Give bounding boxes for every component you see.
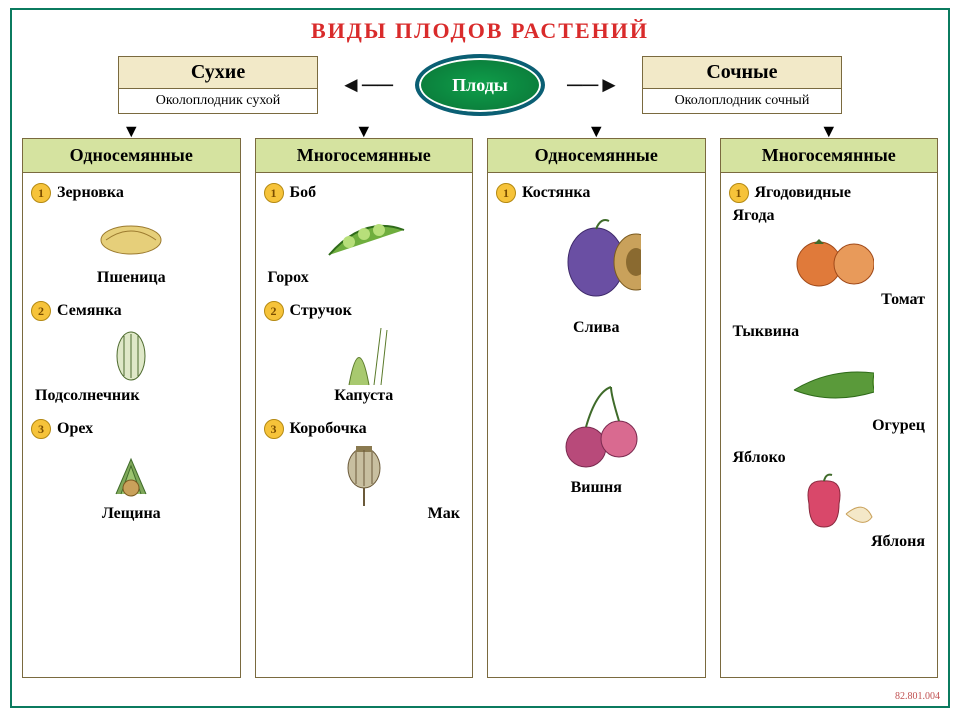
column-1-header: Многосемянные: [256, 139, 473, 173]
item-example: Пшеница: [31, 269, 232, 287]
down-arrow-icon: ▼: [122, 121, 140, 142]
corner-code: 82.801.004: [895, 691, 940, 702]
column-2-body: 1 Костянка Слива Вишня: [488, 173, 705, 677]
item-name: Боб: [290, 184, 317, 202]
item-bob: 1 Боб Горох: [264, 183, 465, 287]
cherry-icon: [551, 377, 641, 477]
item-sub: Тыквина: [729, 323, 930, 341]
hazel-icon: [86, 443, 176, 503]
tomato-icon: [784, 229, 874, 289]
pea-icon: [319, 207, 409, 267]
plum-icon: [551, 207, 641, 317]
columns-row: ▼ Односемянные 1 Зерновка Пшеница 2: [22, 138, 938, 678]
item-sub: Яблоко: [729, 449, 930, 467]
item-tykvina: Тыквина Огурец: [729, 323, 930, 435]
item-example: Горох: [264, 269, 465, 287]
column-2-header: Односемянные: [488, 139, 705, 173]
num-badge: 1: [264, 183, 284, 203]
cucumber-icon: [784, 345, 874, 415]
item-name: Костянка: [522, 184, 590, 202]
column-0-header: Односемянные: [23, 139, 240, 173]
category-dry-title: Сухие: [119, 57, 317, 89]
down-arrow-icon: ▼: [587, 121, 605, 142]
item-example: Огурец: [729, 417, 930, 435]
down-arrow-icon: ▼: [820, 121, 838, 142]
item-kostyanka: 1 Костянка Слива: [496, 183, 697, 337]
category-juicy-title: Сочные: [643, 57, 841, 89]
item-example: Лещина: [31, 505, 232, 523]
column-3-header: Многосемянные: [721, 139, 938, 173]
num-badge: 2: [31, 301, 51, 321]
center-oval: Плоды: [415, 54, 545, 116]
item-oreh: 3 Орех Лещина: [31, 419, 232, 523]
item-vishnya: Вишня: [496, 377, 697, 497]
poppy-icon: [319, 443, 409, 503]
column-1-body: 1 Боб Горох 2 Стручок К: [256, 173, 473, 677]
apple-icon: [784, 471, 874, 531]
item-yagodovidnye: 1 Ягодовидные Ягода Томат: [729, 183, 930, 309]
category-juicy: Сочные Околоплодник сочный: [642, 56, 842, 114]
item-example: Вишня: [496, 479, 697, 497]
center-oval-label: Плоды: [452, 75, 508, 96]
item-name: Ягодовидные: [755, 184, 851, 202]
item-korobochka: 3 Коробочка Мак: [264, 419, 465, 523]
column-0-body: 1 Зерновка Пшеница 2 Семянка: [23, 173, 240, 677]
category-juicy-sub: Околоплодник сочный: [643, 89, 841, 113]
column-1: ▼ Многосемянные 1 Боб Горох 2 Стру: [255, 138, 474, 678]
num-badge: 1: [729, 183, 749, 203]
column-2: ▼ Односемянные 1 Костянка Слива: [487, 138, 706, 678]
num-badge: 2: [264, 301, 284, 321]
sunflower-icon: [86, 325, 176, 385]
pod-icon: [319, 325, 409, 385]
column-3-body: 1 Ягодовидные Ягода Томат Тыквина Огурец: [721, 173, 938, 677]
item-name: Орех: [57, 420, 93, 438]
item-semyanka: 2 Семянка Подсолнечник: [31, 301, 232, 405]
num-badge: 3: [31, 419, 51, 439]
item-example: Яблоня: [729, 533, 930, 551]
item-example: Капуста: [264, 387, 465, 405]
item-sub: Ягода: [729, 207, 930, 225]
item-example: Подсолнечник: [31, 387, 232, 405]
item-name: Стручок: [290, 302, 352, 320]
num-badge: 1: [31, 183, 51, 203]
wheat-icon: [86, 207, 176, 267]
item-struchok: 2 Стручок Капуста: [264, 301, 465, 405]
arrow-left-icon: ◄──: [340, 72, 393, 98]
item-name: Зерновка: [57, 184, 124, 202]
category-dry-sub: Околоплодник сухой: [119, 89, 317, 113]
top-row: Сухие Околоплодник сухой ◄── Плоды ──► С…: [22, 50, 938, 120]
item-example: Слива: [496, 319, 697, 337]
down-arrow-icon: ▼: [355, 121, 373, 142]
diagram-frame: ВИДЫ ПЛОДОВ РАСТЕНИЙ Сухие Околоплодник …: [10, 8, 950, 708]
item-yabloko: Яблоко Яблоня: [729, 449, 930, 551]
arrow-right-icon: ──►: [567, 72, 620, 98]
item-example: Томат: [729, 291, 930, 309]
category-dry: Сухие Околоплодник сухой: [118, 56, 318, 114]
item-zernovka: 1 Зерновка Пшеница: [31, 183, 232, 287]
main-title: ВИДЫ ПЛОДОВ РАСТЕНИЙ: [22, 18, 938, 44]
item-name: Коробочка: [290, 420, 367, 438]
item-name: Семянка: [57, 302, 122, 320]
column-3: ▼ Многосемянные 1 Ягодовидные Ягода Тома…: [720, 138, 939, 678]
num-badge: 1: [496, 183, 516, 203]
column-0: ▼ Односемянные 1 Зерновка Пшеница 2: [22, 138, 241, 678]
num-badge: 3: [264, 419, 284, 439]
